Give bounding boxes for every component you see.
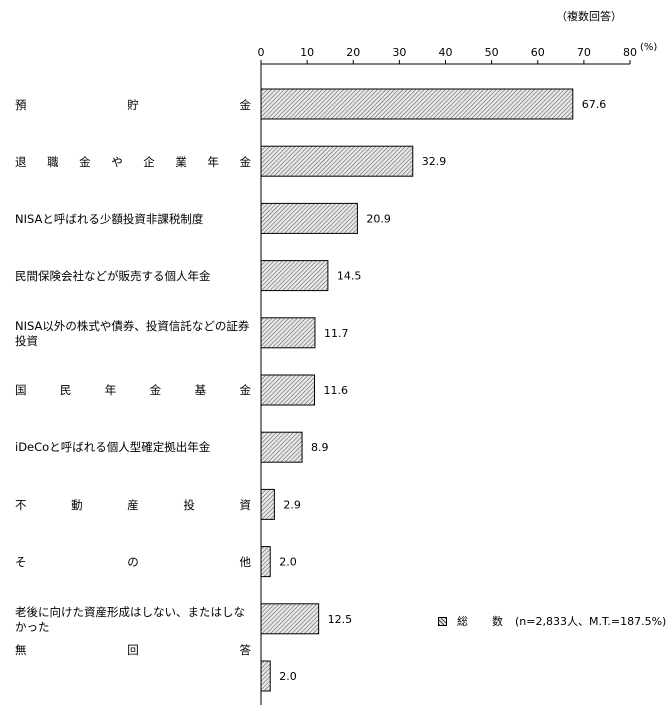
category-label-char: そ [15, 555, 27, 569]
bar [260, 374, 316, 406]
category-label-char: 預 [15, 98, 27, 112]
legend-sample-note: (n=2,833人、M.T.=187.5%) [515, 615, 667, 628]
bar-value-label: 8.9 [311, 441, 329, 454]
category-label-char: 金 [149, 383, 162, 397]
category-label-char: の [127, 555, 139, 569]
x-tick-label: 60 [531, 46, 545, 59]
category-label-char: 基 [194, 383, 207, 397]
legend-series-char: 総 [457, 615, 468, 628]
category-label-other: そ の 他 [15, 555, 251, 570]
x-tick-label: 10 [300, 46, 314, 59]
category-label-char: 貯 [127, 98, 139, 112]
category-label-private-annuity: 民間保険会社などが販売する個人年金 [15, 269, 211, 283]
category-label-securities: NISA以外の株式や債券、投資信託などの証券投資 [15, 319, 250, 348]
category-label-char: や [111, 155, 123, 169]
bar [260, 660, 271, 692]
category-label-no-answer: 無 回 答 [15, 643, 251, 658]
category-label-char: 民 [59, 383, 72, 397]
x-tick-label: 80 [623, 46, 637, 59]
bar-value-label: 11.6 [324, 384, 349, 397]
category-label-char: 不 [15, 498, 27, 512]
category-label-no-asset-building: 老後に向けた資産形成はしない、またはしなかった [15, 605, 245, 634]
category-label-savings: 預 貯 金 [15, 98, 251, 113]
bar-value-label: 2.0 [279, 670, 297, 683]
category-label-char: 他 [239, 555, 252, 569]
bar [260, 260, 329, 292]
bar-value-label: 20.9 [366, 212, 391, 225]
category-label-retirement-pension: 退 職 金 や 企 業 年 金 [15, 155, 251, 170]
category-label-char: 年 [104, 383, 117, 397]
bar [260, 431, 303, 463]
legend-series-name: 総 数 [457, 613, 503, 629]
category-label-char: 職 [47, 155, 59, 169]
category-label-char: 金 [79, 155, 91, 169]
bar [260, 88, 574, 120]
legend: 総 数 (n=2,833人、M.T.=187.5%) [438, 613, 666, 629]
multiple-answer-note: （複数回答） [556, 10, 622, 23]
x-tick-label: 70 [577, 46, 591, 59]
category-label-char: 業 [175, 155, 187, 169]
category-label-char: 金 [239, 155, 251, 169]
category-label-char: 企 [143, 155, 155, 169]
legend-series-char: 数 [492, 615, 503, 628]
x-tick-label: 50 [485, 46, 499, 59]
legend-swatch [438, 616, 447, 626]
category-label-char: 回 [127, 643, 139, 657]
axis-unit-label: (%) [640, 42, 658, 53]
category-label-char: 投 [183, 498, 195, 512]
bar-value-label: 2.0 [279, 556, 297, 569]
category-label-real-estate: 不 動 産 投 資 [15, 498, 251, 513]
bar [260, 488, 275, 520]
bar-value-label: 32.9 [422, 155, 447, 168]
bar [260, 546, 271, 578]
category-label-char: 無 [15, 643, 27, 657]
category-label-char: 資 [239, 498, 252, 512]
category-label-char: 産 [127, 498, 139, 512]
category-label-national-pension-fund: 国 民 年 金 基 金 [15, 383, 251, 398]
bar-value-label: 11.7 [324, 327, 349, 340]
bar-value-label: 67.6 [582, 98, 607, 111]
category-label-char: 退 [15, 155, 27, 169]
x-tick-label: 0 [258, 46, 265, 59]
category-label-char: 答 [239, 643, 252, 657]
category-label-char: 国 [15, 383, 27, 397]
bar [260, 317, 316, 349]
category-label-ideco: iDeCoと呼ばれる個人型確定拠出年金 [15, 440, 211, 454]
x-tick-label: 40 [439, 46, 453, 59]
x-tick-label: 20 [346, 46, 360, 59]
category-label-char: 金 [239, 98, 252, 112]
bar-value-label: 2.9 [283, 498, 301, 511]
bar-value-label: 12.5 [328, 613, 353, 626]
bar [260, 603, 320, 635]
bar [260, 202, 358, 234]
category-label-char: 年 [207, 155, 219, 169]
x-tick-label: 30 [392, 46, 406, 59]
category-label-char: 金 [239, 383, 251, 397]
category-label-char: 動 [71, 498, 83, 512]
bar-value-label: 14.5 [337, 270, 362, 283]
category-label-nisa: NISAと呼ばれる少額投資非課税制度 [15, 212, 204, 226]
bar [260, 145, 414, 177]
